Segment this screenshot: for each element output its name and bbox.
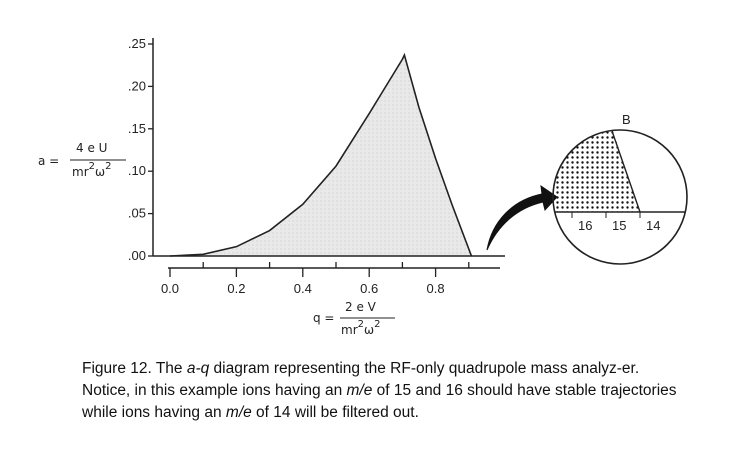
x-label-numerator: 2 e V bbox=[345, 300, 377, 314]
y-axis-label: a = 4 e U mr2ω2 bbox=[38, 141, 126, 179]
aq-stability-figure: .00 .05 .10 .15 .20 .25 0.0 0.2 0.4 0.6 0.8 a = 4… bbox=[38, 36, 688, 337]
inset-region-label: B bbox=[622, 112, 631, 127]
inset-boundary-line bbox=[611, 130, 641, 213]
caption-term-me-2: m/e bbox=[225, 404, 252, 421]
x-tick-label: 0.0 bbox=[161, 281, 179, 296]
y-axis-ticks: .00 .05 .10 .15 .20 .25 bbox=[128, 36, 153, 263]
y-tick-label: .10 bbox=[128, 163, 146, 178]
figure-caption: Figure 12. The a-q diagram representing … bbox=[82, 358, 682, 424]
inset-tick-label-14: 14 bbox=[646, 218, 660, 233]
x-tick-label: 0.2 bbox=[227, 281, 245, 296]
caption-suffix: of 14 will be filtered out. bbox=[251, 404, 419, 421]
x-tick-label: 0.4 bbox=[294, 281, 312, 296]
y-label-numerator: 4 e U bbox=[76, 141, 107, 155]
inset-circle: 16 15 14 B bbox=[552, 112, 688, 265]
y-tick-label: .20 bbox=[128, 78, 146, 93]
y-tick-label: .15 bbox=[128, 121, 146, 136]
curved-arrow-icon bbox=[486, 184, 558, 251]
y-tick-label: .00 bbox=[128, 248, 146, 263]
y-label-denominator: mr2ω2 bbox=[72, 161, 111, 179]
caption-term-aq: a-q bbox=[186, 360, 210, 377]
y-tick-label: .25 bbox=[128, 36, 146, 51]
inset-tick-label-15: 15 bbox=[612, 218, 626, 233]
y-tick-label: .05 bbox=[128, 206, 146, 221]
x-axis-label: q = 2 e V mr2ω2 bbox=[313, 300, 395, 337]
x-label-lhs: q = bbox=[313, 311, 335, 325]
caption-mid1: diagram representing the RF-only quadrup… bbox=[82, 360, 640, 399]
stability-region-area bbox=[170, 55, 472, 256]
caption-prefix: Figure 12. The bbox=[82, 360, 187, 377]
x-tick-label: 0.8 bbox=[427, 281, 445, 296]
x-label-denominator: mr2ω2 bbox=[341, 319, 380, 337]
caption-mid2: of 15 and 16 should have stable trajecto… bbox=[82, 382, 677, 421]
y-label-lhs: a = bbox=[38, 154, 59, 168]
stability-region-outline bbox=[169, 52, 473, 257]
caption-term-me-1: m/e bbox=[346, 382, 373, 399]
inset-tick-label-16: 16 bbox=[578, 218, 592, 233]
x-tick-label: 0.6 bbox=[360, 281, 378, 296]
x-axis-ticks: 0.0 0.2 0.4 0.6 0.8 bbox=[161, 262, 470, 296]
